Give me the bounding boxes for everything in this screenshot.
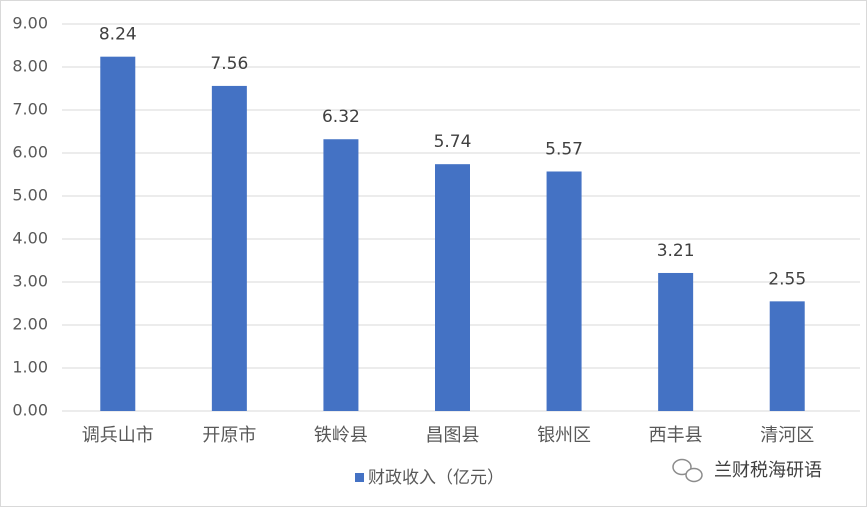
bar: [546, 171, 582, 411]
y-tick-label: 7.00: [12, 100, 48, 119]
x-tick-label: 银州区: [537, 425, 591, 446]
y-tick-label: 2.00: [12, 315, 48, 334]
x-tick-label: 西丰县: [649, 425, 703, 446]
bar: [435, 164, 470, 411]
legend-swatch: [355, 473, 364, 482]
x-tick-label: 清河区: [760, 425, 814, 446]
x-tick-label: 铁岭县: [314, 425, 368, 446]
x-tick-label: 昌图县: [426, 425, 480, 446]
bar: [100, 56, 136, 412]
y-tick-label: 0.00: [12, 401, 48, 420]
y-tick-label: 4.00: [12, 229, 48, 248]
legend-label: 财政收入（亿元）: [368, 468, 504, 488]
x-tick-label: 调兵山市: [82, 425, 154, 446]
y-tick-label: 8.00: [12, 57, 48, 76]
bar: [323, 139, 359, 412]
data-label: 6.32: [322, 107, 360, 127]
data-label: 2.55: [768, 269, 806, 289]
watermark: 兰财税海研语: [714, 460, 822, 481]
data-label: 7.56: [210, 54, 248, 74]
data-label: 8.24: [99, 25, 137, 45]
watermark-icon: [672, 458, 703, 483]
data-label: 5.74: [434, 132, 472, 152]
bar: [658, 272, 694, 411]
y-tick-label: 9.00: [12, 14, 48, 33]
y-tick-label: 1.00: [12, 358, 48, 377]
y-tick-label: 3.00: [12, 272, 48, 291]
y-tick-label: 5.00: [12, 186, 48, 205]
data-label: 3.21: [657, 241, 695, 261]
data-label: 5.57: [545, 139, 583, 159]
y-tick-label: 6.00: [12, 143, 48, 162]
bar: [211, 85, 247, 412]
bar: [769, 301, 805, 411]
x-tick-label: 开原市: [202, 425, 256, 446]
